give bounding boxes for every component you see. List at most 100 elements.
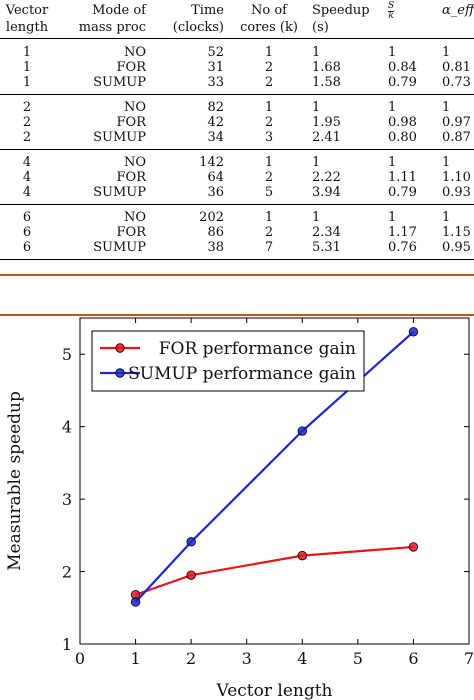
cell-speedup: 1.68 [312, 60, 341, 75]
cell-alpha-eff: 0.73 [442, 75, 471, 90]
cell-alpha-eff: 1 [442, 45, 451, 60]
series-point-1 [408, 327, 419, 337]
cell-speedup: 2.22 [312, 170, 341, 185]
cell-time: 82 [207, 100, 224, 115]
cell-time: 38 [207, 240, 224, 255]
x-tick-label: 7 [464, 649, 474, 668]
x-tick-label: 1 [130, 649, 140, 668]
group-rule [0, 200, 474, 205]
x-tick-label: 5 [353, 649, 363, 668]
table-row: 4 FOR 64 2 2.22 1.11 1.10 [0, 170, 474, 185]
s-over-k-denominator: k [388, 11, 395, 21]
cell-cores: 5 [264, 185, 274, 200]
cell-speedup: 2.34 [312, 225, 341, 240]
cell-cores: 3 [264, 130, 274, 145]
cell-s-over-k: 1 [388, 100, 397, 115]
table-row: 2 FOR 42 2 1.95 0.98 0.97 [0, 115, 474, 130]
x-tick-label: 4 [297, 649, 307, 668]
results-table: Vector length Mode of mass proc Time (cl… [0, 0, 474, 260]
group-rule [0, 145, 474, 150]
header-cores-line1: No of [251, 3, 287, 18]
header-mode: Mode of mass proc [54, 0, 156, 39]
cell-time: 64 [207, 170, 224, 185]
header-s-over-k: S k [382, 0, 436, 39]
legend-marker-1 [115, 368, 125, 378]
x-tick-label: 2 [186, 649, 196, 668]
header-vector-length-line2: length [5, 20, 49, 35]
series-point-0 [408, 542, 419, 552]
table-row: 4 NO 142 1 1 1 1 [0, 155, 474, 170]
cell-alpha-eff: 0.93 [442, 185, 471, 200]
x-tick-label: 3 [242, 649, 252, 668]
cell-mode: SUMUP [93, 185, 146, 200]
cell-alpha-eff: 1 [442, 155, 451, 170]
y-axis-label: Measurable speedup [5, 391, 25, 571]
table-header-row: Vector length Mode of mass proc Time (cl… [0, 0, 474, 39]
cell-mode: SUMUP [93, 240, 146, 255]
table-row: 6 SUMUP 38 7 5.31 0.76 0.95 [0, 240, 474, 255]
legend-marker-0 [115, 343, 125, 353]
cell-s-over-k: 0.79 [388, 75, 417, 90]
cell-mode: NO [123, 155, 146, 170]
y-tick-label: 5 [62, 345, 72, 364]
cell-mode: FOR [116, 225, 146, 240]
header-speedup: Speedup (s) [308, 0, 382, 39]
plot-frame [79, 317, 470, 645]
cell-alpha-eff: 0.81 [442, 60, 471, 75]
cell-alpha-eff: 1 [442, 210, 451, 225]
y-tick-label: 2 [62, 563, 72, 582]
cell-s-over-k: 1.17 [388, 225, 417, 240]
header-rule [0, 38, 474, 40]
cell-speedup: 1 [312, 155, 321, 170]
cell-alpha-eff: 0.95 [442, 240, 471, 255]
orange-rule-top [0, 274, 474, 276]
cell-time: 33 [207, 75, 224, 90]
cell-time: 42 [207, 115, 224, 130]
cell-vector-length: 4 [22, 185, 32, 200]
cell-mode: FOR [116, 170, 146, 185]
header-time: Time (clocks) [156, 0, 230, 39]
alpha-eff-symbol: α_eff [442, 3, 474, 18]
x-axis-label: Vector length [215, 681, 332, 700]
cell-vector-length: 2 [22, 130, 32, 145]
cell-time: 142 [199, 155, 224, 170]
table-row: 4 SUMUP 36 5 3.94 0.79 0.93 [0, 185, 474, 200]
cell-alpha-eff: 1.15 [442, 225, 471, 240]
legend-box [91, 330, 365, 392]
s-over-k-fraction: S k [388, 2, 395, 21]
cell-s-over-k: 0.98 [388, 115, 417, 130]
cell-cores: 2 [264, 225, 274, 240]
header-cores-line2: cores (k) [240, 20, 298, 35]
series-point-0 [186, 570, 196, 580]
header-cores: No of cores (k) [230, 0, 308, 39]
cell-cores: 1 [264, 155, 274, 170]
cell-time: 202 [199, 210, 224, 225]
header-vector-length-line1: Vector [5, 3, 49, 18]
series-line-0 [135, 545, 414, 596]
cell-s-over-k: 0.80 [388, 130, 417, 145]
cell-vector-length: 6 [22, 225, 32, 240]
cell-speedup: 5.31 [312, 240, 341, 255]
cell-speedup: 2.41 [312, 130, 341, 145]
header-alpha-eff: α_eff [436, 0, 474, 39]
series-point-0 [297, 550, 307, 561]
cell-cores: 7 [264, 240, 274, 255]
cell-time: 36 [207, 185, 224, 200]
header-mode-line1: Mode of [92, 3, 146, 18]
series-point-1 [297, 426, 307, 436]
y-tick-label: 1 [62, 635, 72, 654]
cell-speedup: 1 [312, 210, 321, 225]
cell-s-over-k: 1 [388, 210, 397, 225]
cell-vector-length: 4 [22, 170, 32, 185]
table-row: 1 NO 52 1 1 1 1 [0, 45, 474, 60]
header-time-line1: Time [191, 3, 224, 18]
cell-alpha-eff: 0.97 [442, 115, 471, 130]
cell-cores: 2 [264, 75, 274, 90]
x-tick-label: 6 [408, 649, 418, 668]
table-row: 2 SUMUP 34 3 2.41 0.80 0.87 [0, 130, 474, 145]
cell-vector-length: 2 [22, 115, 32, 130]
cell-speedup: 1 [312, 100, 321, 115]
y-tick-label: 4 [62, 418, 72, 437]
series-point-1 [186, 537, 196, 547]
